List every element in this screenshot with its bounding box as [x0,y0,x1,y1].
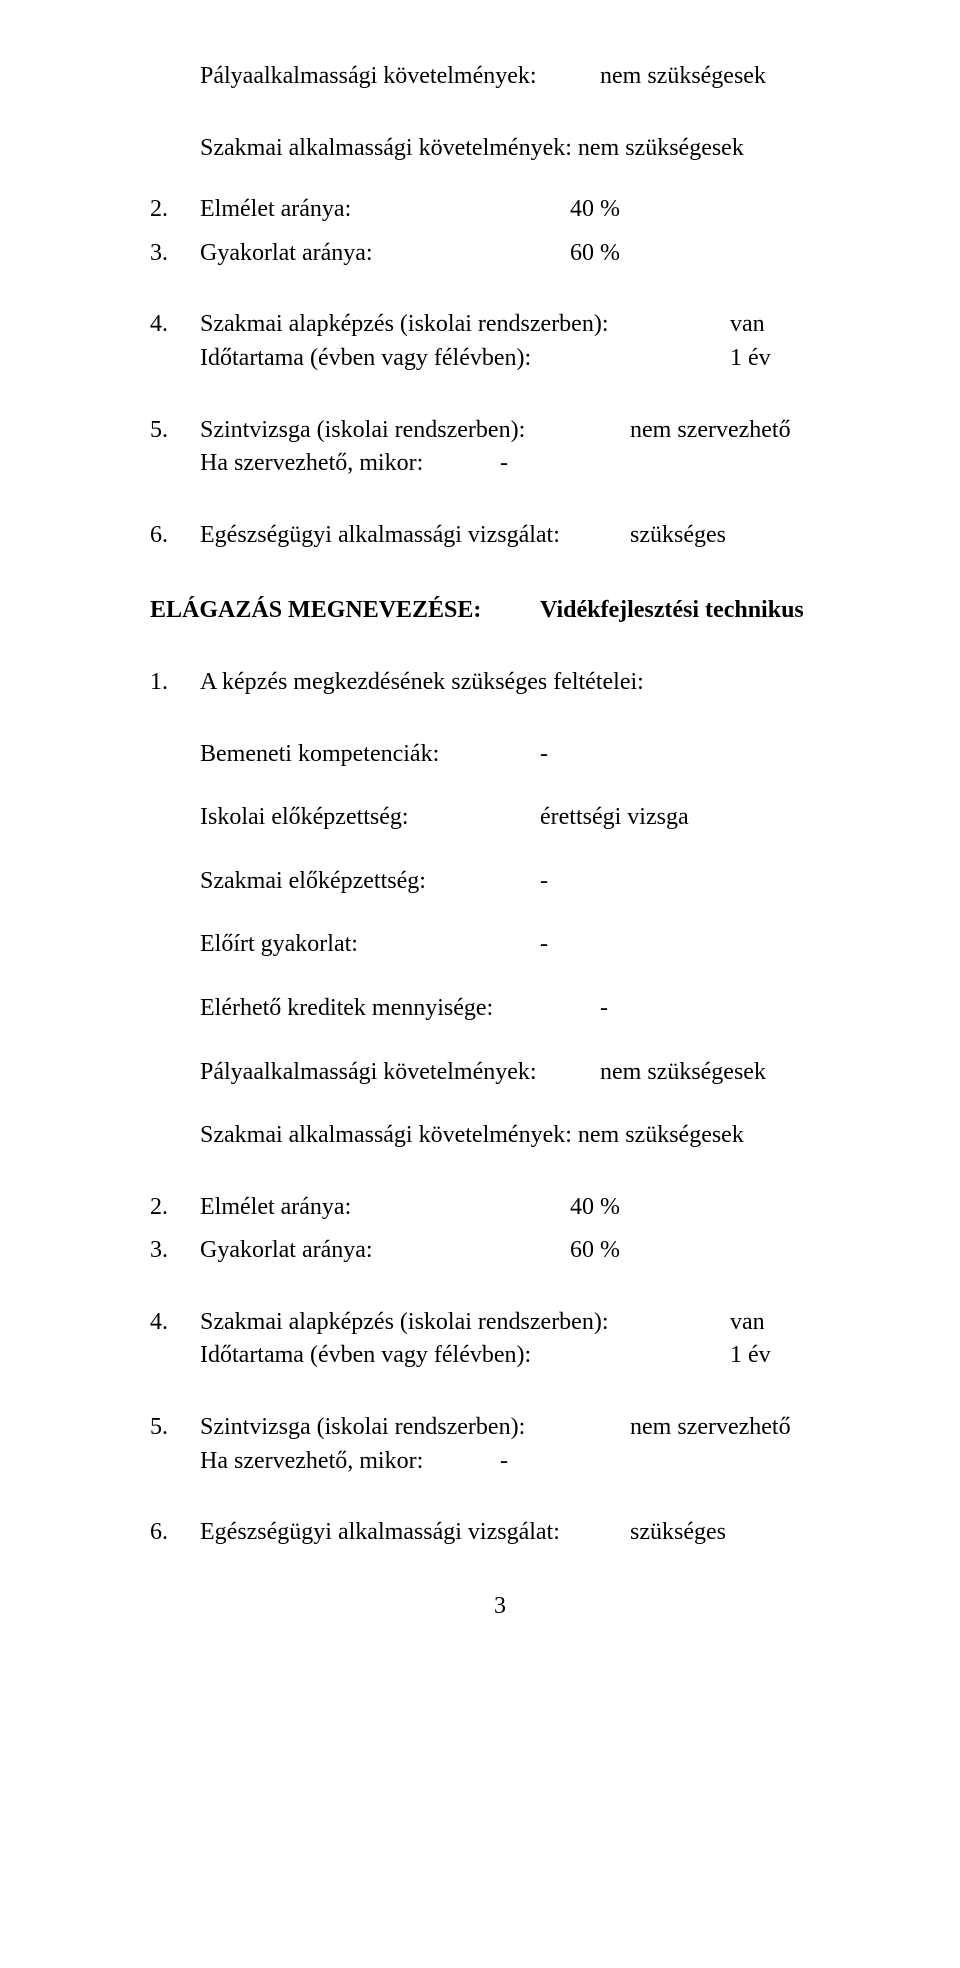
szakelo-label: Szakmai előképzettség: [200,865,540,899]
b-egeszseg-value: szükséges [630,1516,726,1550]
alapkepzes-value: van [730,308,765,342]
b-num-5: 5. [150,1411,200,1478]
b-item-6: 6. Egészségügyi alkalmassági vizsgálat: … [150,1516,850,1550]
b-alapkepzes-value: van [730,1306,765,1340]
kepzes-line: A képzés megkezdésének szükséges feltéte… [200,666,850,700]
haszerv-value: - [500,447,508,481]
b-palya-label: Pályaalkalmassági követelmények: [200,1056,600,1090]
b-haszerv-label: Ha szervezhető, mikor: [200,1445,500,1479]
szakmai-alk-line: Szakmai alkalmassági követelmények: nem … [200,132,850,166]
iskelo-value: érettségi vizsga [540,801,689,835]
item-6: 6. Egészségügyi alkalmassági vizsgálat: … [150,519,850,553]
b-alapkepzes-label: Szakmai alapképzés (iskolai rendszerben)… [200,1306,730,1340]
b-idotartam-label: Időtartama (évben vagy félévben): [200,1339,730,1373]
b-item-3: 3. Gyakorlat aránya: 60 % [150,1234,850,1268]
eloirt-row: Előírt gyakorlat: - [200,928,850,962]
iskelo-row: Iskolai előképzettség: érettségi vizsga [200,801,850,835]
heading-value: Vidékfejlesztési technikus [540,594,804,628]
b-num-6: 6. [150,1516,200,1550]
b-elmelet-value: 40 % [570,1191,620,1225]
bemeneti-label: Bemeneti kompetenciák: [200,738,540,772]
item-4: 4. Szakmai alapképzés (iskolai rendszerb… [150,308,850,375]
egeszseg-value: szükséges [630,519,726,553]
palya-value: nem szükségesek [600,60,766,94]
kredit-label: Elérhető kreditek mennyisége: [200,992,600,1026]
eloirt-value: - [540,928,548,962]
szint-value: nem szervezhető [630,414,791,448]
b-szint-value: nem szervezhető [630,1411,791,1445]
section-heading: ELÁGAZÁS MEGNEVEZÉSE: Vidékfejlesztési t… [150,594,850,628]
num-6: 6. [150,519,200,553]
b-egeszseg-label: Egészségügyi alkalmassági vizsgálat: [200,1516,630,1550]
b-item-4: 4. Szakmai alapképzés (iskolai rendszerb… [150,1306,850,1373]
kredit-row: Elérhető kreditek mennyisége: - [200,992,850,1026]
num-4: 4. [150,308,200,375]
gyakorlat-value: 60 % [570,237,620,271]
b-palya-value: nem szükségesek [600,1056,766,1090]
b-szakalk-line: Szakmai alkalmassági követelmények: nem … [200,1119,850,1153]
szakelo-value: - [540,865,548,899]
item-5: 5. Szintvizsga (iskolai rendszerben): ne… [150,414,850,481]
b-idotartam-value: 1 év [730,1339,771,1373]
bemeneti-row: Bemeneti kompetenciák: - [200,738,850,772]
b-item-2: 2. Elmélet aránya: 40 % [150,1191,850,1225]
b-num-3: 3. [150,1234,200,1268]
haszerv-label: Ha szervezhető, mikor: [200,447,500,481]
palya-label: Pályaalkalmassági követelmények: [200,60,600,94]
eloirt-label: Előírt gyakorlat: [200,928,540,962]
b-gyakorlat-value: 60 % [570,1234,620,1268]
idotartam-label: Időtartama (évben vagy félévben): [200,342,730,376]
b-item-5: 5. Szintvizsga (iskolai rendszerben): ne… [150,1411,850,1478]
item-3: 3. Gyakorlat aránya: 60 % [150,237,850,271]
b-haszerv-value: - [500,1445,508,1479]
szint-label: Szintvizsga (iskolai rendszerben): [200,414,630,448]
szakelo-row: Szakmai előképzettség: - [200,865,850,899]
item-2: 2. Elmélet aránya: 40 % [150,193,850,227]
heading-label: ELÁGAZÁS MEGNEVEZÉSE: [150,594,540,628]
elmelet-value: 40 % [570,193,620,227]
bemeneti-value: - [540,738,548,772]
b-item-1: 1. A képzés megkezdésének szükséges felt… [150,666,850,700]
b-gyakorlat-label: Gyakorlat aránya: [200,1234,570,1268]
egeszseg-label: Egészségügyi alkalmassági vizsgálat: [200,519,630,553]
palya-row: Pályaalkalmassági követelmények: nem szü… [200,60,850,94]
b-szint-label: Szintvizsga (iskolai rendszerben): [200,1411,630,1445]
elmelet-label: Elmélet aránya: [200,193,570,227]
b-num-2: 2. [150,1191,200,1225]
iskelo-label: Iskolai előképzettség: [200,801,540,835]
kredit-value: - [600,992,608,1026]
num-2: 2. [150,193,200,227]
gyakorlat-label: Gyakorlat aránya: [200,237,570,271]
b-num-1: 1. [150,666,200,700]
b-num-4: 4. [150,1306,200,1373]
b-elmelet-label: Elmélet aránya: [200,1191,570,1225]
num-3: 3. [150,237,200,271]
idotartam-value: 1 év [730,342,771,376]
page-number: 3 [150,1590,850,1624]
alapkepzes-label: Szakmai alapképzés (iskolai rendszerben)… [200,308,730,342]
num-5: 5. [150,414,200,481]
b-palya-row: Pályaalkalmassági követelmények: nem szü… [200,1056,850,1090]
